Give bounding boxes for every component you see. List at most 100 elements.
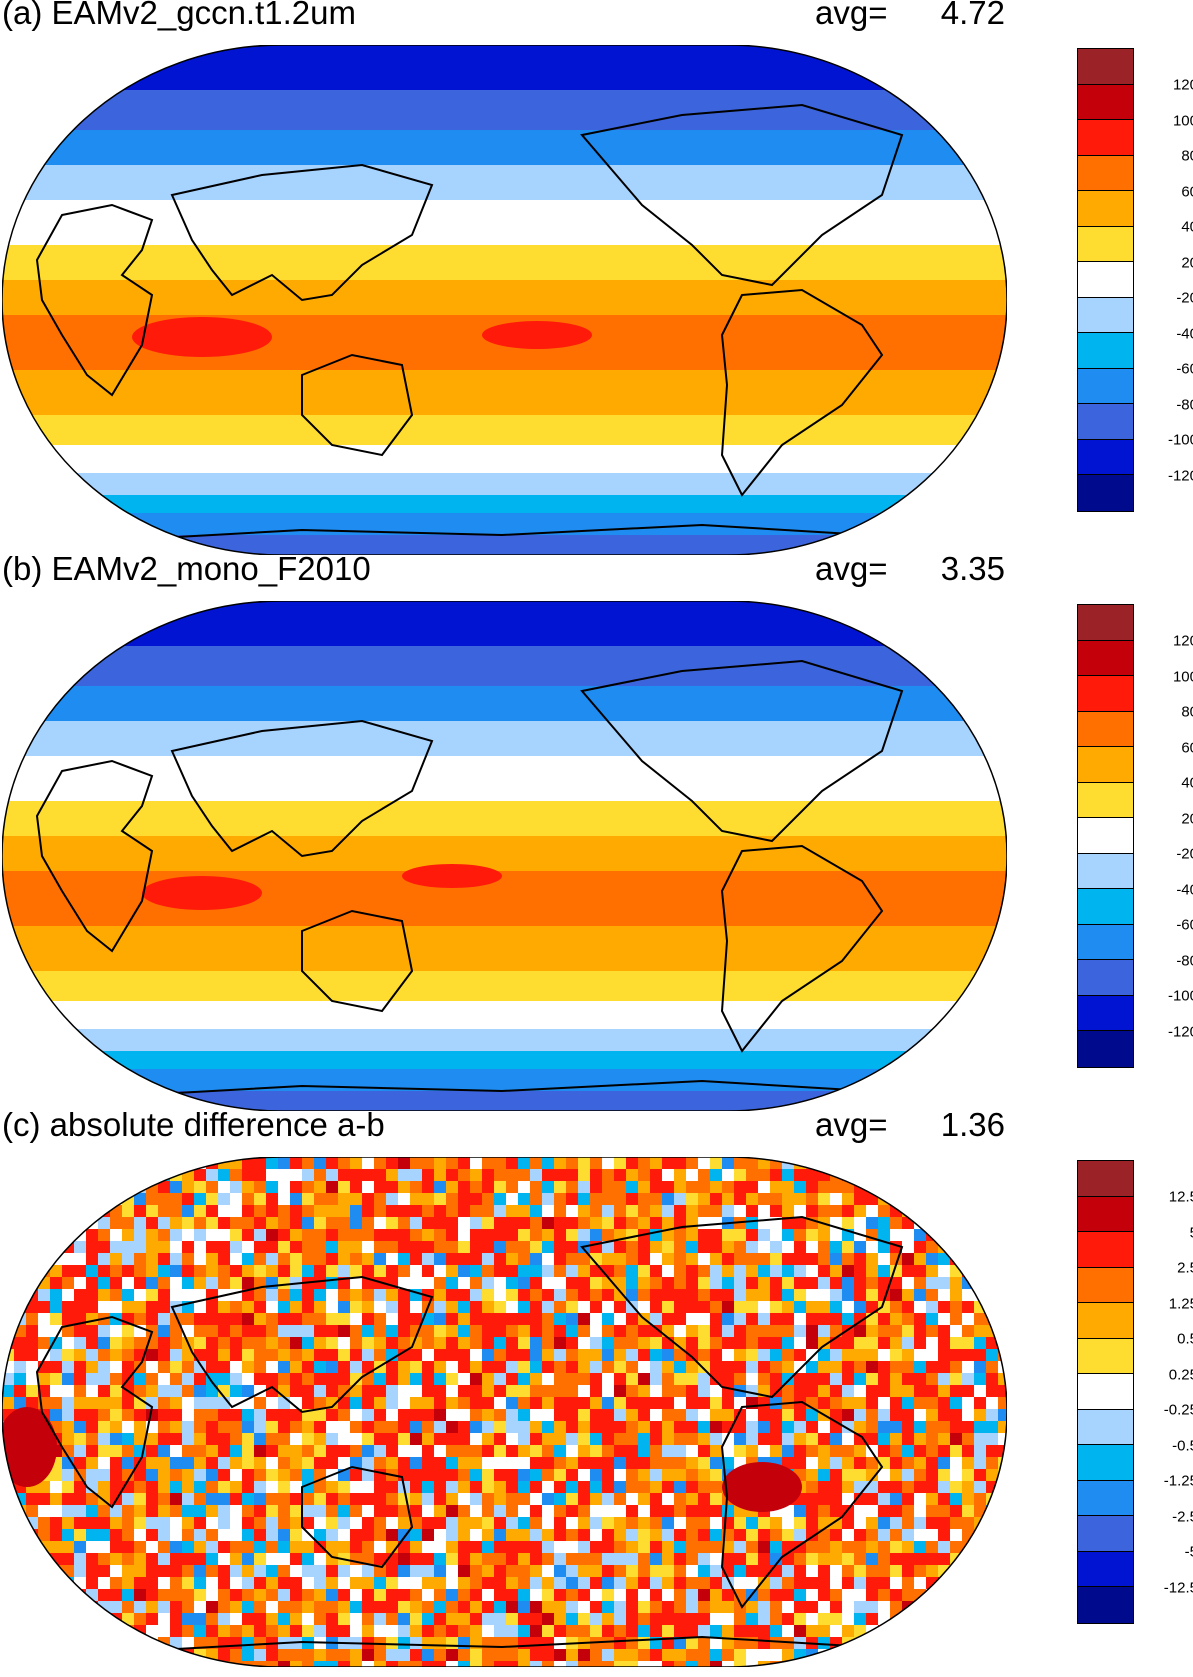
difference-cell bbox=[182, 1397, 194, 1409]
difference-cell bbox=[266, 1433, 278, 1445]
difference-cell bbox=[482, 1625, 494, 1637]
difference-cell bbox=[806, 1541, 818, 1553]
coastline-australia bbox=[301, 1465, 414, 1569]
difference-cell bbox=[974, 1349, 986, 1361]
difference-cell bbox=[446, 1337, 458, 1349]
difference-cell bbox=[830, 1553, 842, 1565]
difference-cell bbox=[806, 1469, 818, 1481]
difference-cell bbox=[338, 1217, 350, 1229]
difference-cell bbox=[830, 1349, 842, 1361]
difference-cell bbox=[758, 1265, 770, 1277]
difference-cell bbox=[86, 1541, 98, 1553]
difference-cell bbox=[638, 1541, 650, 1553]
difference-cell bbox=[914, 1577, 926, 1589]
difference-cell bbox=[878, 1349, 890, 1361]
difference-cell bbox=[782, 1445, 794, 1457]
difference-cell bbox=[146, 1649, 158, 1661]
difference-cell bbox=[554, 1601, 566, 1613]
difference-cell bbox=[542, 1481, 554, 1493]
difference-cell bbox=[398, 1253, 410, 1265]
difference-cell bbox=[698, 1181, 710, 1193]
difference-cell bbox=[326, 1577, 338, 1589]
difference-cell bbox=[686, 1265, 698, 1277]
difference-cell bbox=[194, 1253, 206, 1265]
difference-cell bbox=[110, 1601, 122, 1613]
difference-cell bbox=[74, 1505, 86, 1517]
difference-cell bbox=[602, 1337, 614, 1349]
difference-cell bbox=[338, 1493, 350, 1505]
difference-cell bbox=[146, 1445, 158, 1457]
difference-cell bbox=[206, 1265, 218, 1277]
difference-cell bbox=[686, 1553, 698, 1565]
difference-cell bbox=[242, 1313, 254, 1325]
difference-cell bbox=[962, 1469, 974, 1481]
difference-cell bbox=[314, 1205, 326, 1217]
band-lat-70n bbox=[2, 646, 1007, 686]
difference-cell bbox=[86, 1661, 98, 1667]
difference-cell bbox=[518, 1517, 530, 1529]
difference-cell bbox=[590, 1517, 602, 1529]
colorbar-swatch bbox=[1078, 1267, 1133, 1303]
difference-cell bbox=[206, 1157, 218, 1169]
difference-cell bbox=[974, 1589, 986, 1601]
difference-cell bbox=[194, 1457, 206, 1469]
difference-cell bbox=[458, 1217, 470, 1229]
difference-cell bbox=[134, 1253, 146, 1265]
coastline-asia bbox=[170, 1275, 434, 1414]
difference-cell bbox=[626, 1217, 638, 1229]
difference-cell bbox=[506, 1469, 518, 1481]
difference-cell bbox=[386, 1229, 398, 1241]
difference-cell bbox=[230, 1253, 242, 1265]
difference-cell bbox=[914, 1493, 926, 1505]
difference-cell bbox=[266, 1661, 278, 1667]
difference-cell bbox=[278, 1589, 290, 1601]
difference-cell bbox=[962, 1589, 974, 1601]
difference-cell bbox=[386, 1193, 398, 1205]
difference-cell bbox=[14, 1241, 26, 1253]
difference-cell bbox=[446, 1505, 458, 1517]
difference-cell bbox=[698, 1325, 710, 1337]
difference-cell bbox=[446, 1517, 458, 1529]
difference-cell bbox=[566, 1505, 578, 1517]
difference-cell bbox=[278, 1613, 290, 1625]
difference-cell bbox=[566, 1361, 578, 1373]
difference-cell bbox=[650, 1409, 662, 1421]
difference-cell bbox=[2, 1589, 14, 1601]
difference-cell bbox=[506, 1661, 518, 1667]
difference-cell bbox=[86, 1373, 98, 1385]
difference-cell bbox=[170, 1397, 182, 1409]
difference-cell bbox=[374, 1373, 386, 1385]
difference-cell bbox=[158, 1553, 170, 1565]
difference-cell bbox=[890, 1445, 902, 1457]
difference-cell bbox=[878, 1661, 890, 1667]
difference-cell bbox=[902, 1229, 914, 1241]
difference-cell bbox=[470, 1253, 482, 1265]
colorbar bbox=[1077, 48, 1134, 512]
colorbar-tick-label: -60 bbox=[1176, 916, 1193, 934]
difference-cell bbox=[50, 1181, 62, 1193]
difference-cell bbox=[830, 1193, 842, 1205]
difference-cell bbox=[434, 1373, 446, 1385]
difference-cell bbox=[566, 1373, 578, 1385]
difference-cell bbox=[818, 1277, 830, 1289]
difference-cell bbox=[878, 1361, 890, 1373]
difference-cell bbox=[722, 1445, 734, 1457]
difference-cell bbox=[662, 1637, 674, 1649]
difference-cell bbox=[830, 1397, 842, 1409]
difference-cell bbox=[218, 1481, 230, 1493]
difference-cell bbox=[830, 1493, 842, 1505]
difference-cell bbox=[530, 1445, 542, 1457]
difference-cell bbox=[434, 1397, 446, 1409]
difference-cell bbox=[866, 1433, 878, 1445]
difference-cell bbox=[794, 1229, 806, 1241]
colorbar-swatch bbox=[1078, 155, 1133, 191]
difference-cell bbox=[350, 1433, 362, 1445]
difference-cell bbox=[866, 1469, 878, 1481]
difference-cell bbox=[86, 1313, 98, 1325]
difference-cell bbox=[674, 1661, 686, 1667]
difference-cell bbox=[242, 1385, 254, 1397]
difference-cell bbox=[962, 1325, 974, 1337]
difference-cell bbox=[254, 1205, 266, 1217]
difference-cell bbox=[842, 1289, 854, 1301]
difference-cell bbox=[794, 1361, 806, 1373]
